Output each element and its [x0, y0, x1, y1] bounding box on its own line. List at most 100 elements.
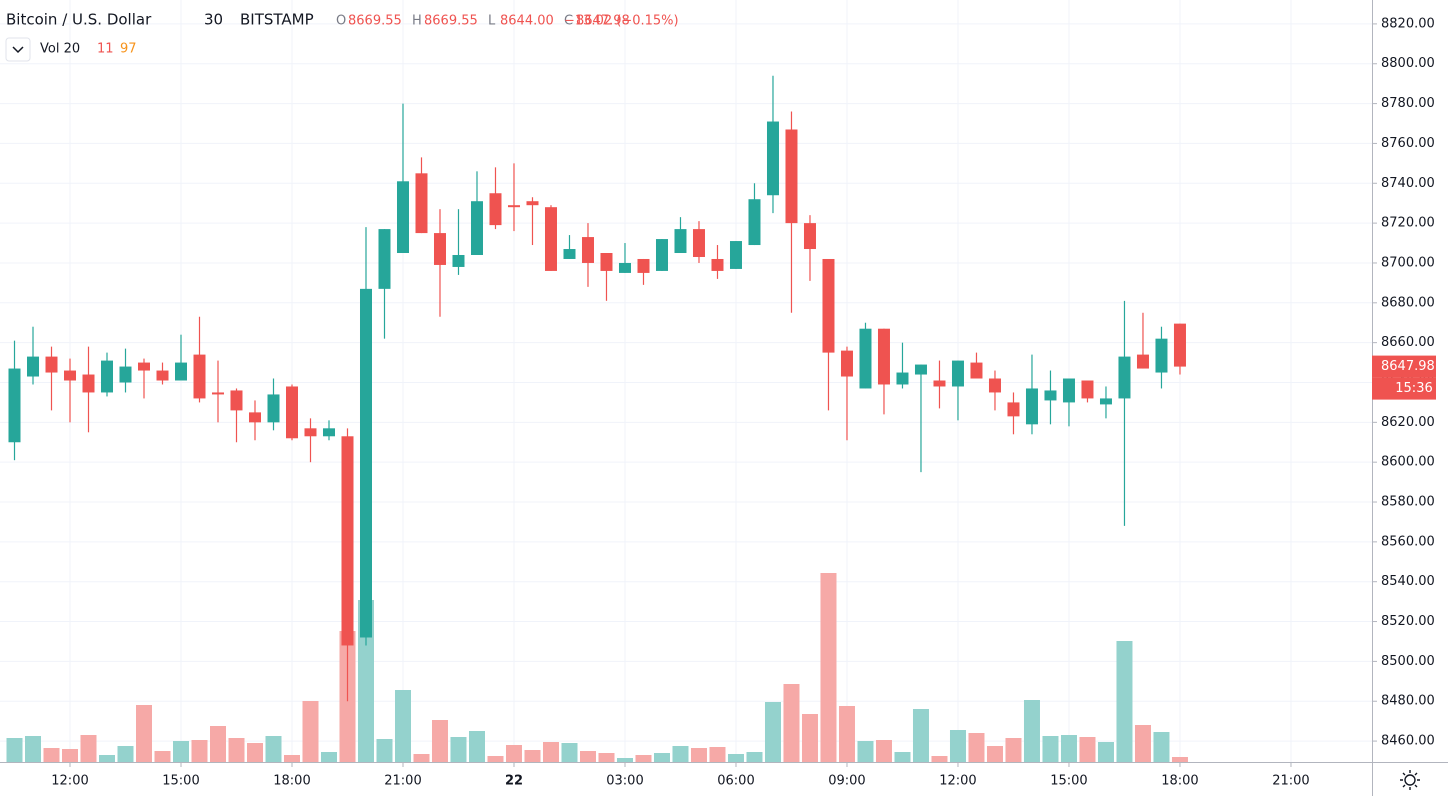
ohlc-value: 8644.00 — [500, 14, 554, 29]
volume-bar — [1079, 737, 1096, 762]
candle-body — [119, 366, 132, 383]
candle-body — [1136, 354, 1149, 369]
y-tick-label: 8760.00 — [1381, 136, 1435, 151]
volume-bar — [80, 735, 97, 762]
x-tick-label: 03:00 — [606, 774, 643, 789]
x-tick-label: 22 — [505, 774, 523, 789]
volume-bar — [727, 754, 744, 762]
candle-body — [156, 370, 169, 381]
candle-body — [82, 374, 95, 393]
change: −13.02 (−0.15%) — [564, 14, 679, 29]
y-tick-label: 8520.00 — [1381, 614, 1435, 629]
candle-body — [1099, 398, 1112, 405]
countdown-label: 15:36 — [1395, 381, 1432, 396]
candle-body — [896, 372, 909, 385]
volume-bar — [931, 756, 948, 762]
candle-body — [27, 356, 40, 377]
volume-bar — [894, 752, 911, 762]
y-tick-label: 8600.00 — [1381, 455, 1435, 470]
volume-bar — [764, 702, 781, 762]
symbol-title: Bitcoin / U.S. Dollar — [6, 11, 152, 29]
volume-bar — [43, 748, 60, 762]
candle-body — [692, 229, 705, 257]
candle-body — [748, 199, 761, 246]
volume-bar — [154, 751, 171, 762]
volume-bar — [357, 600, 374, 762]
volume-bar — [968, 733, 985, 762]
candle-body — [64, 370, 77, 381]
candle-body — [951, 360, 964, 387]
volume-bar — [616, 758, 633, 762]
volume-bar — [1060, 735, 1077, 762]
volume-bar — [265, 736, 282, 762]
candle-body — [322, 428, 335, 437]
collapse-button[interactable] — [5, 37, 31, 62]
candle-body — [433, 233, 446, 265]
candle-body — [174, 362, 187, 381]
candles — [8, 75, 1186, 702]
candle-body — [859, 328, 872, 389]
candle-body — [378, 229, 391, 289]
last-price-label: 8647.98 — [1381, 359, 1435, 374]
volume-bar — [524, 750, 541, 762]
candle-body — [396, 181, 409, 254]
volume-bar — [394, 690, 411, 762]
candle-body — [8, 368, 21, 443]
volume-bar — [838, 706, 855, 762]
y-tick-label: 8700.00 — [1381, 255, 1435, 270]
candle-body — [1044, 390, 1057, 401]
candle-body — [600, 253, 613, 271]
volume-bar — [1023, 700, 1040, 762]
settings-icon[interactable] — [1400, 770, 1420, 790]
exchange: BITSTAMP — [240, 11, 314, 29]
candle-body — [1081, 380, 1094, 399]
volume-bar — [505, 745, 522, 762]
volume-bar — [136, 705, 153, 762]
candle-body — [1062, 378, 1075, 403]
volume-bar — [209, 726, 226, 762]
volume-bar — [228, 738, 245, 762]
ohlc-label: H — [412, 14, 422, 29]
volume-bar — [191, 740, 208, 762]
candle-body — [637, 258, 650, 273]
candle-body — [193, 354, 206, 399]
volume-bar — [598, 753, 615, 762]
candle-body — [618, 262, 631, 273]
volume-bar — [62, 749, 79, 762]
x-tick-label: 09:00 — [828, 774, 865, 789]
ohlc: O 8669.55 H 8669.55 L 8644.00 C 8647.98 — [336, 14, 630, 29]
volume-bar — [783, 684, 800, 762]
volume-legend-value: 11 — [97, 42, 114, 57]
candle-body — [526, 201, 539, 206]
volume-bar — [99, 755, 116, 762]
candle-body — [988, 378, 1001, 393]
ohlc-label: L — [488, 14, 496, 29]
candle-body — [415, 173, 428, 234]
candle-body — [1173, 323, 1186, 367]
candle-body — [341, 436, 354, 646]
interval: 30 — [204, 11, 223, 29]
candle-body — [285, 386, 298, 439]
y-tick-label: 8740.00 — [1381, 176, 1435, 191]
ohlc-label: C — [564, 14, 573, 29]
y-tick-label: 8500.00 — [1381, 654, 1435, 669]
candle-body — [138, 362, 151, 371]
volume-bar — [117, 746, 134, 762]
volume-bar — [413, 754, 430, 762]
x-tick-label: 21:00 — [384, 774, 421, 789]
volume-bar — [1116, 641, 1133, 762]
ohlc-value: 8669.55 — [348, 14, 402, 29]
volume-bar — [468, 731, 485, 762]
candle-body — [544, 207, 557, 271]
volume-pane — [6, 573, 1188, 762]
last-price-badge — [1372, 355, 1436, 378]
volume-bar — [246, 743, 263, 762]
volume-bar — [986, 746, 1003, 762]
volume-bar — [801, 714, 818, 762]
candle-body — [877, 328, 890, 385]
candle-body — [655, 239, 668, 271]
volume-bar — [1153, 732, 1170, 762]
candle-body — [785, 129, 798, 224]
y-tick-label: 8560.00 — [1381, 534, 1435, 549]
